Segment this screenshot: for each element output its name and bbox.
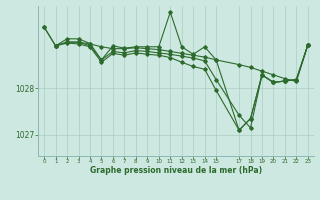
X-axis label: Graphe pression niveau de la mer (hPa): Graphe pression niveau de la mer (hPa) bbox=[90, 166, 262, 175]
